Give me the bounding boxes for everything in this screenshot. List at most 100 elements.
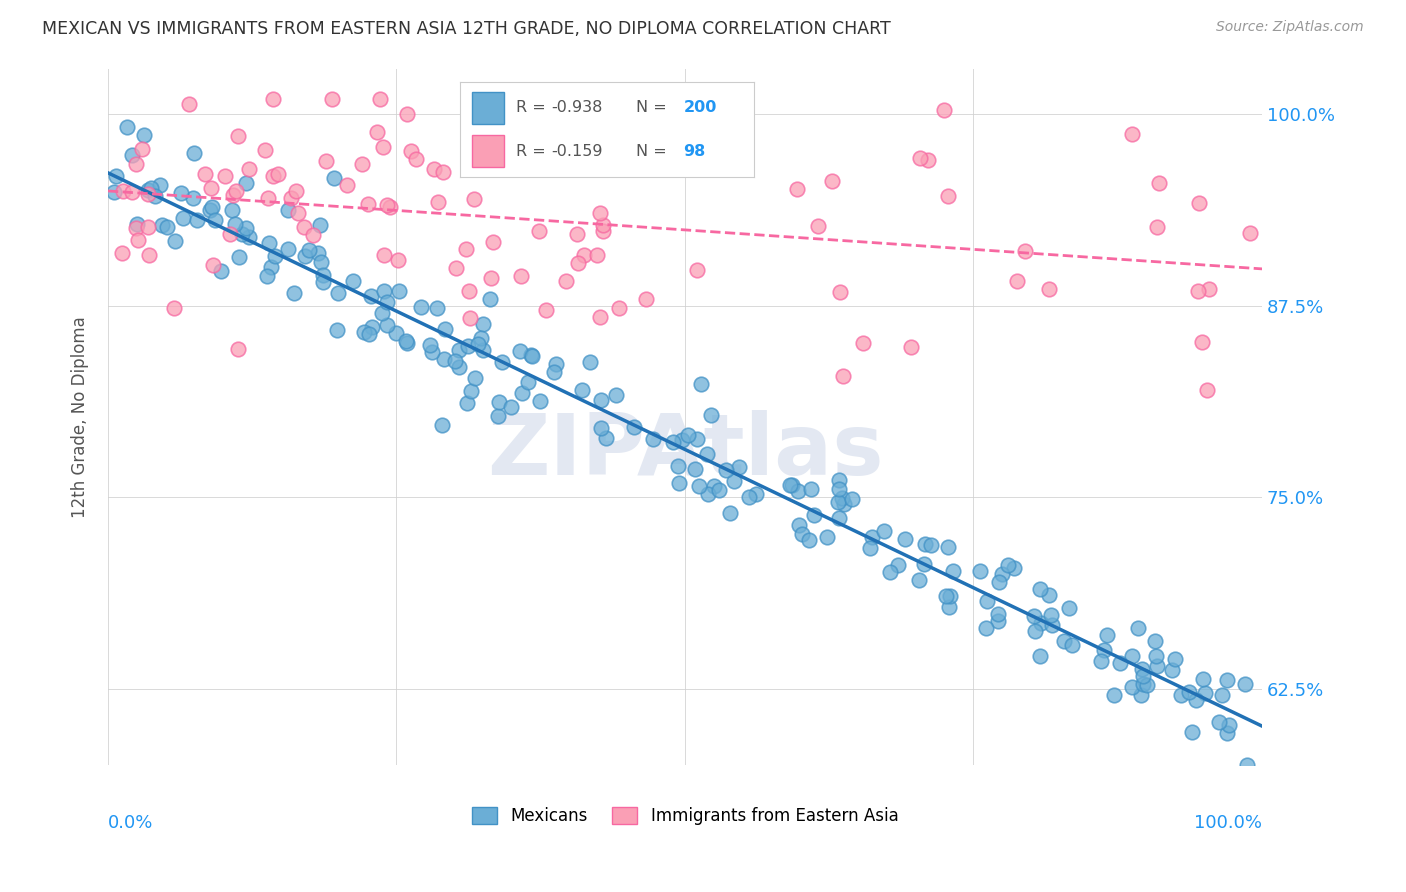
Point	[209, 264, 232, 278]
Point	[375, 295, 398, 310]
Point	[370, 92, 392, 106]
Point	[662, 435, 685, 450]
Point	[454, 242, 477, 256]
Point	[503, 92, 526, 106]
Point	[1208, 715, 1230, 730]
Text: 100.0%: 100.0%	[1194, 814, 1263, 832]
Point	[218, 227, 240, 242]
Point	[328, 286, 350, 301]
Point	[1024, 624, 1046, 638]
Point	[797, 533, 820, 547]
Point	[307, 246, 329, 260]
Point	[572, 248, 595, 262]
Point	[1053, 634, 1076, 648]
Point	[623, 419, 645, 434]
Point	[578, 355, 600, 369]
Point	[779, 478, 801, 492]
Point	[277, 242, 299, 256]
Point	[312, 275, 335, 289]
Point	[807, 219, 830, 233]
Point	[433, 351, 456, 366]
Point	[636, 293, 658, 307]
Point	[917, 153, 939, 168]
Point	[509, 344, 531, 359]
Point	[534, 303, 557, 318]
Point	[238, 230, 260, 244]
Point	[201, 258, 224, 272]
Point	[543, 365, 565, 379]
Point	[555, 274, 578, 288]
Point	[595, 431, 617, 445]
Point	[686, 432, 709, 446]
Point	[449, 359, 471, 374]
Point	[780, 478, 803, 492]
Point	[1234, 677, 1257, 691]
Point	[111, 245, 134, 260]
Point	[567, 227, 589, 241]
Point	[803, 508, 825, 522]
Point	[163, 301, 186, 316]
Point	[815, 530, 838, 544]
Point	[920, 538, 942, 552]
Point	[149, 178, 172, 192]
Point	[1197, 383, 1219, 397]
Point	[350, 157, 373, 171]
Point	[1129, 688, 1152, 702]
Point	[201, 200, 224, 214]
Point	[262, 92, 284, 106]
Point	[1097, 628, 1119, 642]
Point	[908, 151, 931, 165]
Point	[256, 269, 278, 284]
Point	[460, 384, 482, 398]
Point	[1002, 561, 1025, 575]
Point	[283, 285, 305, 300]
Point	[1090, 654, 1112, 668]
Point	[1178, 685, 1201, 699]
Point	[934, 103, 956, 118]
Point	[1236, 758, 1258, 772]
Point	[832, 369, 855, 384]
Point	[841, 492, 863, 507]
Point	[491, 354, 513, 368]
Point	[198, 203, 221, 218]
Point	[942, 564, 965, 578]
Point	[103, 185, 125, 199]
Point	[700, 408, 723, 422]
Point	[718, 506, 741, 520]
Point	[935, 589, 957, 603]
Text: ZIPAtlas: ZIPAtlas	[486, 410, 883, 493]
Point	[988, 575, 1011, 590]
Point	[387, 284, 409, 298]
Point	[499, 400, 522, 414]
Point	[790, 527, 813, 541]
Text: 0.0%: 0.0%	[108, 814, 153, 832]
Point	[1181, 724, 1204, 739]
Point	[607, 301, 630, 316]
Text: Source: ZipAtlas.com: Source: ZipAtlas.com	[1216, 20, 1364, 34]
Point	[589, 206, 612, 220]
Point	[298, 243, 321, 257]
Point	[908, 574, 931, 588]
Point	[1146, 219, 1168, 234]
Point	[1029, 648, 1052, 663]
Point	[1060, 638, 1083, 652]
Point	[432, 417, 454, 432]
Point	[723, 475, 745, 489]
Point	[426, 301, 449, 315]
Point	[936, 189, 959, 203]
Point	[444, 260, 467, 275]
Point	[357, 197, 380, 211]
Point	[127, 234, 149, 248]
Point	[872, 524, 894, 538]
Point	[914, 537, 936, 551]
Point	[519, 348, 541, 362]
Point	[172, 211, 194, 225]
Point	[1187, 284, 1209, 298]
Point	[222, 188, 245, 202]
Point	[831, 491, 853, 505]
Point	[827, 511, 849, 525]
Point	[939, 589, 962, 603]
Point	[134, 128, 156, 142]
Point	[668, 475, 690, 490]
Point	[1188, 196, 1211, 211]
